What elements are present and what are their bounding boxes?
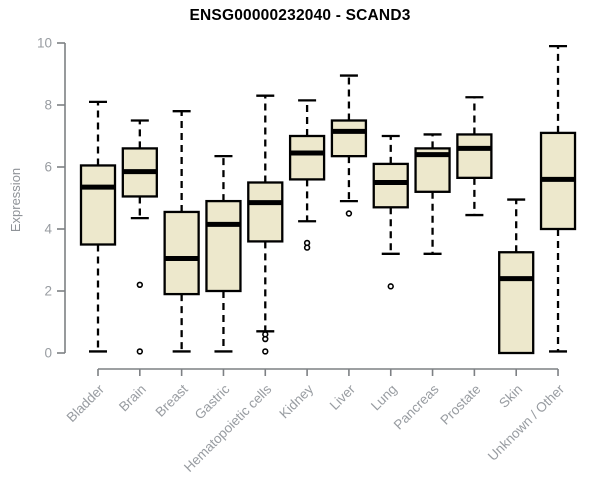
y-tick-label: 8 — [44, 98, 52, 113]
x-tick-label: Pancreas — [391, 381, 442, 432]
y-tick-label: 0 — [44, 346, 52, 361]
iqr-box — [247, 181, 284, 243]
box-prostate — [456, 96, 493, 217]
box-kidney — [288, 99, 326, 251]
outlier-point — [387, 283, 394, 290]
y-tick-label: 6 — [44, 160, 52, 175]
outlier-point — [345, 210, 353, 217]
x-tick-label: Kidney — [276, 381, 316, 421]
x-tick-label: Lung — [368, 382, 400, 414]
x-tick-label: Bladder — [64, 381, 108, 425]
outlier-point — [136, 348, 144, 355]
outlier-point — [262, 335, 269, 343]
box-liver — [330, 74, 368, 217]
y-axis-label: Expression — [8, 167, 23, 233]
x-tick-label: Liver — [327, 381, 359, 413]
box-unknown-other — [539, 44, 577, 353]
box-lung — [372, 134, 409, 290]
box-skin — [498, 198, 535, 355]
y-tick-label: 2 — [44, 284, 52, 299]
x-tick-label: Brain — [116, 382, 149, 415]
iqr-box — [163, 210, 200, 296]
x-tick-label: Skin — [496, 382, 525, 411]
x-tick-label: Breast — [153, 381, 191, 419]
x-tick-label: Unknown / Other — [485, 381, 568, 464]
box-pancreas — [414, 133, 451, 255]
box-breast — [163, 110, 200, 353]
iqr-box — [205, 199, 242, 293]
box-hematopoietic-cells — [247, 94, 284, 355]
y-axis: 0 2 4 6 8 10 — [37, 36, 66, 361]
chart-title: ENSG00000232040 - SCAND3 — [189, 7, 411, 24]
box-gastric — [205, 154, 242, 353]
x-tick-label: Prostate — [437, 382, 483, 428]
box-bladder — [79, 100, 117, 353]
outlier-point — [262, 348, 269, 355]
iqr-box — [372, 162, 409, 209]
y-tick-label: 4 — [44, 222, 52, 237]
iqr-box — [288, 134, 326, 181]
y-tick-label: 10 — [37, 36, 52, 51]
iqr-box — [498, 251, 535, 355]
x-tick-label: Gastric — [192, 381, 233, 422]
iqr-box — [79, 164, 117, 246]
iqr-box — [456, 133, 493, 179]
iqr-box — [330, 119, 368, 158]
outlier-point — [303, 244, 311, 251]
box-brain — [121, 119, 158, 355]
outlier-point — [136, 281, 144, 288]
